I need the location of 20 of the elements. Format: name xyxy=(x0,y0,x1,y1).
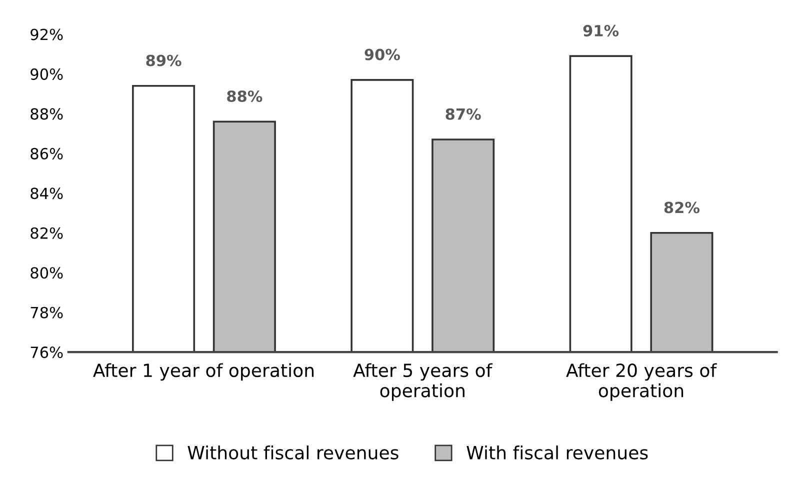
y-tick-label: 92% xyxy=(30,28,63,40)
y-tick-label: 84% xyxy=(30,188,63,200)
data-label: 88% xyxy=(227,90,262,102)
y-tick-label: 80% xyxy=(30,267,63,279)
y-tick-label: 88% xyxy=(30,108,63,120)
data-label: 87% xyxy=(446,108,481,120)
x-tick-label: After 20 years of operation xyxy=(566,363,717,401)
y-tick-label: 78% xyxy=(30,306,63,318)
data-label: 82% xyxy=(664,202,700,214)
y-tick-label: 76% xyxy=(30,346,63,358)
x-tick-label: After 1 year of operation xyxy=(93,363,314,381)
data-label: 89% xyxy=(146,54,182,66)
y-tick-label: 86% xyxy=(30,148,63,160)
y-tick-label: 82% xyxy=(30,227,63,239)
x-tick-label: After 5 years of operation xyxy=(353,363,493,401)
data-label: 91% xyxy=(583,24,619,36)
legend-label: Without fiscal revenues xyxy=(188,445,398,460)
data-label: 90% xyxy=(364,48,400,60)
y-tick-label: 90% xyxy=(30,68,63,80)
legend-label: With fiscal revenues xyxy=(466,445,648,460)
